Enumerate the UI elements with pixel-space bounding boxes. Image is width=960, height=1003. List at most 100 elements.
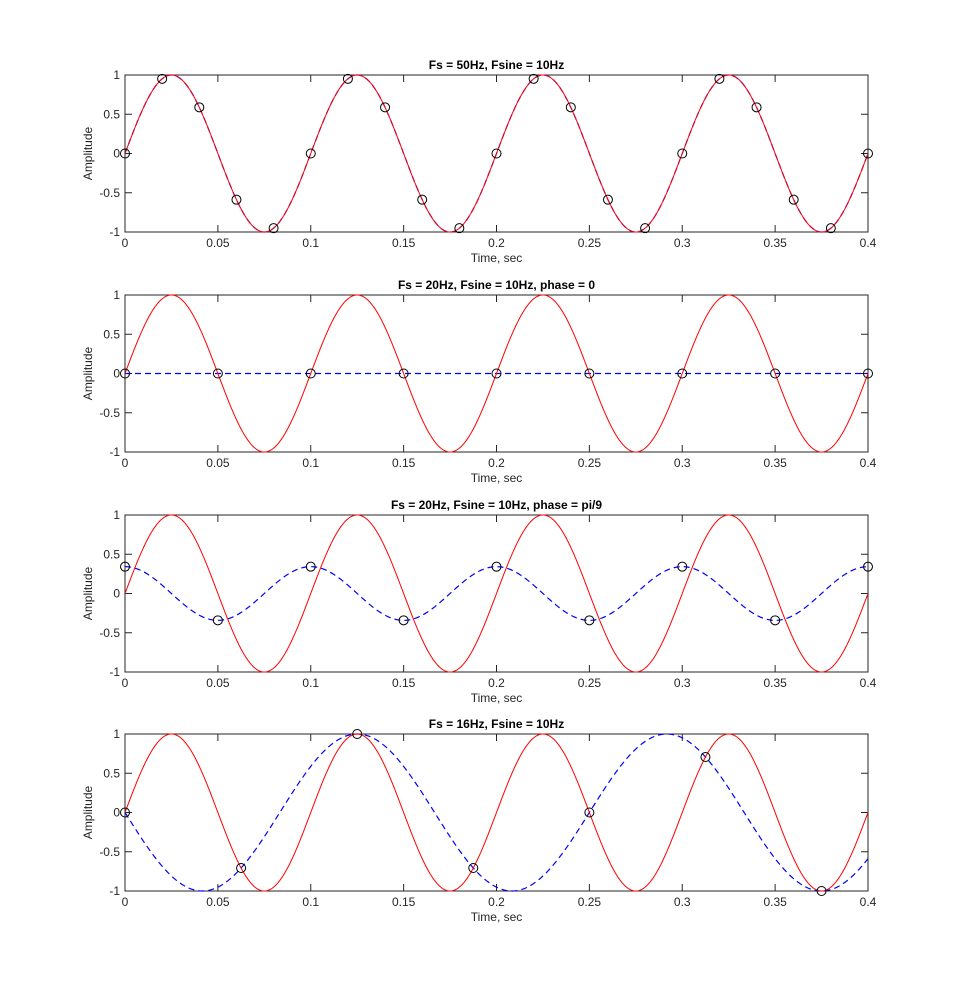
- y-tick-label: 1: [113, 288, 120, 302]
- x-tick-label: 0: [122, 676, 129, 690]
- x-tick-label: 0.15: [392, 676, 416, 690]
- sample-marker: [231, 194, 242, 205]
- y-tick-label: 0.5: [103, 547, 120, 561]
- sample-marker: [788, 194, 799, 205]
- sample-marker: [380, 102, 391, 113]
- continuous-sine-line: [125, 733, 868, 892]
- x-tick-label: 0.15: [392, 236, 416, 250]
- x-tick-label: 0.25: [578, 676, 602, 690]
- y-tick-label: 0.5: [103, 327, 120, 341]
- sample-marker: [417, 194, 428, 205]
- x-tick-label: 0.35: [763, 676, 787, 690]
- sample-marker: [584, 615, 595, 626]
- x-tick-label: 0: [122, 456, 129, 470]
- sample-marker: [468, 862, 479, 873]
- x-tick-label: 0.25: [578, 895, 602, 909]
- subplot-title: Fs = 50Hz, Fsine = 10Hz: [429, 58, 564, 72]
- sample-marker: [640, 223, 651, 234]
- x-tick-label: 0.25: [578, 236, 602, 250]
- x-axis-label: Time, sec: [471, 471, 523, 485]
- y-tick-label: 0: [113, 147, 120, 161]
- sample-marker: [602, 194, 613, 205]
- y-axis-label: Amplitude: [81, 786, 95, 840]
- x-tick-label: 0.2: [488, 676, 505, 690]
- x-tick-label: 0.1: [302, 676, 319, 690]
- sample-marker: [120, 807, 130, 818]
- sample-marker: [491, 148, 502, 159]
- x-tick-label: 0.4: [860, 236, 877, 250]
- continuous-sine-line: [125, 74, 868, 233]
- x-tick-label: 0.15: [392, 456, 416, 470]
- sample-marker: [212, 368, 223, 379]
- y-tick-label: 1: [113, 508, 120, 522]
- x-tick-label: 0.4: [860, 456, 877, 470]
- x-tick-label: 0.2: [488, 895, 505, 909]
- sample-marker: [677, 368, 688, 379]
- x-tick-label: 0.2: [488, 236, 505, 250]
- x-tick-label: 0.3: [674, 676, 691, 690]
- subplot-title: Fs = 20Hz, Fsine = 10Hz, phase = 0: [398, 278, 595, 292]
- sample-marker: [157, 73, 168, 84]
- y-tick-label: 0: [113, 806, 120, 820]
- x-tick-label: 0.1: [302, 456, 319, 470]
- x-tick-label: 0.35: [763, 456, 787, 470]
- sample-marker: [305, 148, 316, 159]
- y-tick-label: 0: [113, 367, 120, 381]
- sample-marker: [863, 368, 873, 379]
- x-tick-label: 0.05: [206, 676, 230, 690]
- sample-marker: [268, 223, 279, 234]
- y-tick-label: 1: [113, 727, 120, 741]
- x-axis-label: Time, sec: [471, 910, 523, 924]
- y-tick-label: 1: [113, 68, 120, 82]
- x-tick-label: 0.3: [674, 456, 691, 470]
- sample-marker: [194, 102, 205, 113]
- sample-marker: [398, 615, 409, 626]
- x-axis-label: Time, sec: [471, 251, 523, 265]
- y-tick-label: -1: [109, 225, 120, 239]
- x-axis-label: Time, sec: [471, 691, 523, 705]
- sample-marker: [584, 807, 595, 818]
- subplot-title: Fs = 20Hz, Fsine = 10Hz, phase = pi/9: [391, 498, 602, 512]
- sample-marker: [825, 223, 836, 234]
- sample-marker: [342, 73, 353, 84]
- sample-marker: [751, 102, 762, 113]
- x-tick-label: 0.25: [578, 456, 602, 470]
- sample-marker: [305, 368, 316, 379]
- sample-marker: [305, 561, 316, 572]
- reconstructed-dashed-line: [125, 733, 868, 892]
- x-tick-label: 0: [122, 895, 129, 909]
- x-tick-label: 0.1: [302, 236, 319, 250]
- y-tick-label: 0: [113, 587, 120, 601]
- y-axis-label: Amplitude: [81, 347, 95, 401]
- y-tick-label: -1: [109, 884, 120, 898]
- subplot-4: 0 0.05 0.1 0.15 0.2 0.25 0.3 0.35 0.4 -1 -0.5 0 0.5 1…: [81, 717, 877, 924]
- y-axis-label: Amplitude: [81, 127, 95, 181]
- x-tick-label: 0.35: [763, 895, 787, 909]
- sample-marker: [120, 368, 130, 379]
- x-tick-label: 0.4: [860, 676, 877, 690]
- sample-marker: [120, 561, 130, 572]
- x-tick-label: 0: [122, 236, 129, 250]
- y-tick-label: -1: [109, 665, 120, 679]
- x-tick-label: 0.1: [302, 895, 319, 909]
- x-tick-label: 0.3: [674, 895, 691, 909]
- y-tick-label: 0.5: [103, 107, 120, 121]
- sample-marker: [236, 862, 247, 873]
- x-tick-label: 0.35: [763, 236, 787, 250]
- sample-marker: [584, 368, 595, 379]
- subplot-3: 0 0.05 0.1 0.15 0.2 0.25 0.3 0.35 0.4 -1 -0.5 0 0.5 1…: [81, 498, 877, 705]
- sample-marker: [212, 615, 223, 626]
- y-tick-label: -0.5: [99, 186, 120, 200]
- x-tick-label: 0.05: [206, 236, 230, 250]
- sample-marker: [863, 148, 873, 159]
- y-tick-label: -0.5: [99, 626, 120, 640]
- x-tick-label: 0.05: [206, 456, 230, 470]
- y-axis-label: Amplitude: [81, 567, 95, 621]
- x-tick-label: 0.05: [206, 895, 230, 909]
- y-tick-label: -0.5: [99, 845, 120, 859]
- x-tick-label: 0.4: [860, 895, 877, 909]
- sample-marker: [454, 223, 465, 234]
- sample-marker: [398, 368, 409, 379]
- x-tick-label: 0.2: [488, 456, 505, 470]
